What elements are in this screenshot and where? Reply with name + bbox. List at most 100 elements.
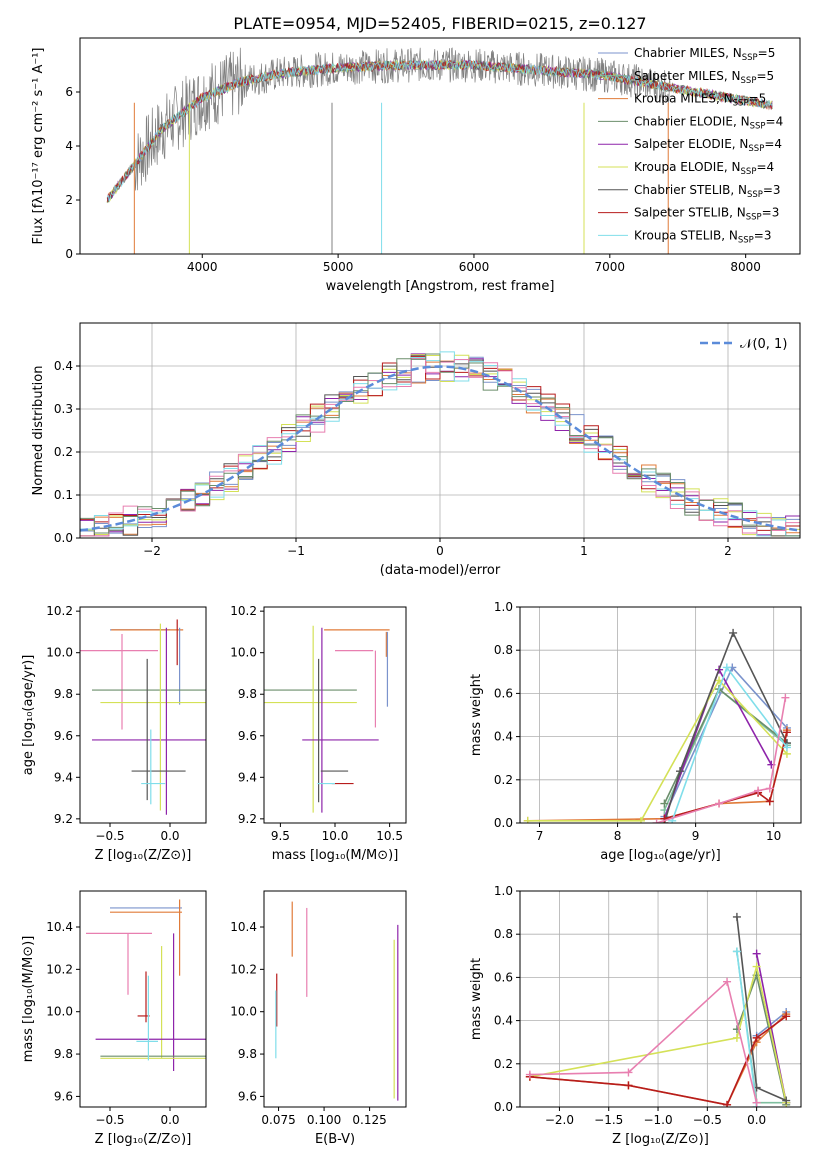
y-tick-label: 10.4: [230, 920, 257, 934]
weight-point-marker: [752, 1098, 761, 1107]
legend-label: Salpeter STELIB, N: [634, 206, 746, 220]
legend-entry: Kroupa STELIB, NSSP=3: [634, 228, 772, 245]
weight-point-marker: [624, 1068, 633, 1077]
y-tick-label: 10.4: [46, 920, 73, 934]
x-tick-label: −0.5: [693, 1113, 722, 1127]
y-tick-label: 1.0: [494, 884, 513, 898]
axes-frame: [519, 606, 802, 824]
weight-point-marker: [636, 816, 645, 823]
y-tick-label: 0.4: [54, 359, 73, 373]
weight-point-marker: [723, 977, 732, 986]
y-tick-label: 10.2: [46, 962, 73, 976]
y-tick-label: 0.0: [494, 816, 513, 830]
y-tick-label: 0.4: [494, 1014, 513, 1028]
x-tick-label: 10.0: [322, 829, 349, 843]
x-tick-label: 10.5: [376, 829, 403, 843]
x-tick-label: 4000: [187, 260, 218, 274]
weight-point-marker: [729, 628, 738, 637]
figure-title: PLATE=0954, MJD=52405, FIBERID=0215, z=0…: [233, 14, 646, 33]
y-tick-label: 10.0: [230, 646, 257, 660]
weight-series-line: [736, 951, 758, 1107]
x-tick-label: 7: [536, 829, 544, 843]
plot-area: [86, 899, 206, 1071]
axes-frame: [519, 890, 802, 1108]
legend-tail: =3: [763, 183, 781, 197]
x-axis-label: mass [log₁₀(M/M⊙)]: [272, 848, 399, 863]
weight-point-marker: [782, 743, 791, 752]
x-tick-label: 0.125: [352, 1113, 386, 1127]
weight-point-marker: [765, 784, 774, 793]
y-tick-label: 4: [65, 139, 73, 153]
legend-subscript: SSP: [738, 235, 754, 245]
weight-point-marker: [732, 1033, 741, 1042]
y-tick-label: 0.6: [494, 970, 513, 984]
legend-label: Chabrier STELIB, N: [634, 183, 747, 197]
model-spectrum-line: [106, 59, 773, 203]
x-axis-label: E(B-V): [315, 1132, 355, 1147]
y-tick-label: 0.8: [494, 643, 513, 657]
plot-area: [275, 901, 399, 1101]
panel-mass_vs_Z: −0.5 0.0 9.6 9.8 10.0 10.2 10.4 Z [log₁₀(Z/Z⊙)]…: [21, 890, 207, 1147]
legend-entry: Chabrier STELIB, NSSP=3: [634, 183, 781, 200]
legend-subscript: SSP: [747, 190, 763, 200]
x-tick-label: 0.100: [307, 1113, 341, 1127]
x-axis-label: wavelength [Angstrom, rest frame]: [326, 279, 555, 294]
y-tick-label: 1.0: [494, 600, 513, 614]
y-tick-label: 0: [65, 247, 73, 261]
x-tick-label: −0.5: [95, 1113, 124, 1127]
panel-weight_vs_Z: −2.0 −1.5 −1.0 −0.5 0.0 0.0 0.2 0.4 0.6 0.8 1.0 Z […: [469, 884, 802, 1147]
weight-point-marker: [525, 1070, 534, 1079]
x-axis-label: Z [log₁₀(Z/Z⊙)]: [95, 848, 192, 863]
weight-series-line: [756, 1011, 787, 1037]
y-tick-label: 0.2: [494, 773, 513, 787]
x-tick-label: 0.075: [261, 1113, 295, 1127]
y-tick-label: 9.4: [54, 770, 73, 784]
y-axis-label: Normed distribution: [31, 366, 46, 496]
weight-point-marker: [782, 1012, 791, 1021]
plot-area: [523, 628, 791, 823]
legend-label: Kroupa ELODIE, N: [634, 160, 741, 174]
histogram-step-line: [80, 356, 800, 537]
x-axis-label: Z [log₁₀(Z/Z⊙)]: [612, 1132, 709, 1147]
weight-point-marker: [624, 1081, 633, 1090]
legend-label: Chabrier ELODIE, N: [634, 114, 750, 128]
y-tick-label: 9.4: [238, 770, 257, 784]
x-tick-label: 6000: [459, 260, 490, 274]
x-axis-label: age [log₁₀(age/yr)]: [600, 848, 721, 863]
weight-point-marker: [723, 1100, 732, 1107]
legend-label: Salpeter ELODIE, N: [634, 137, 748, 151]
y-tick-label: 0.0: [54, 531, 73, 545]
legend-entry: Chabrier ELODIE, NSSP=4: [634, 114, 783, 131]
weight-point-marker: [732, 947, 741, 956]
y-tick-label: 9.8: [238, 1047, 257, 1061]
x-tick-label: 0.0: [747, 1113, 766, 1127]
weight-point-marker: [782, 1096, 791, 1105]
legend-subscript: SSP: [733, 99, 749, 109]
legend-entry: Salpeter ELODIE, NSSP=4: [634, 137, 782, 154]
legend-entry: Salpeter STELIB, NSSP=3: [634, 206, 779, 223]
y-tick-label: 0.2: [494, 1057, 513, 1071]
weight-point-marker: [732, 912, 741, 921]
legend-entry: Chabrier MILES, NSSP=5: [634, 46, 775, 63]
plot-area: [80, 351, 800, 537]
weight-point-marker: [652, 819, 661, 823]
weight-point-marker: [752, 962, 761, 971]
y-axis-label: age [log₁₀(age/yr)]: [21, 655, 36, 776]
legend-label: Kroupa STELIB, N: [634, 228, 738, 242]
legend-subscript: SSP: [748, 144, 764, 154]
panel-mass_vs_ebv: 0.075 0.100 0.125 9.6 9.8 10.0 10.2 10.4 E(B-V): [230, 890, 407, 1147]
legend-tail: =4: [756, 160, 774, 174]
y-tick-label: 2: [65, 193, 73, 207]
weight-point-marker: [781, 693, 790, 702]
legend-tail: =4: [764, 137, 782, 151]
y-tick-label: 9.2: [54, 812, 73, 826]
legend-subscript: SSP: [750, 121, 766, 131]
weight-point-marker: [722, 663, 731, 672]
x-tick-label: 7000: [595, 260, 626, 274]
legend-tail: =3: [762, 206, 780, 220]
histogram-step-line: [80, 353, 800, 537]
legend-tail: =4: [766, 114, 784, 128]
x-tick-label: −1.0: [643, 1113, 672, 1127]
